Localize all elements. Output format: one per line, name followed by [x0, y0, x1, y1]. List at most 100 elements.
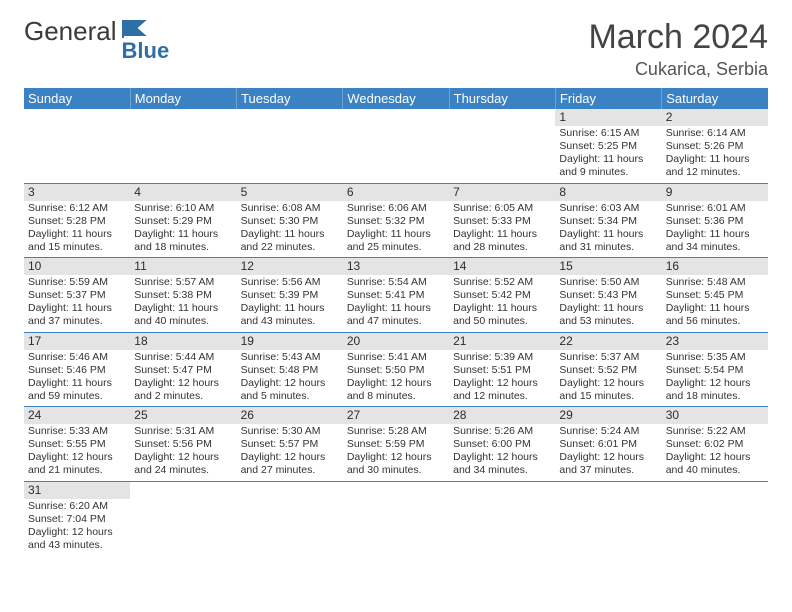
calendar-cell: 3Sunrise: 6:12 AMSunset: 5:28 PMDaylight…: [24, 183, 130, 258]
day-detail: Sunrise: 6:12 AMSunset: 5:28 PMDaylight:…: [24, 201, 130, 255]
calendar-cell: 15Sunrise: 5:50 AMSunset: 5:43 PMDayligh…: [555, 258, 661, 333]
calendar-cell: 24Sunrise: 5:33 AMSunset: 5:55 PMDayligh…: [24, 407, 130, 482]
day-number: 31: [24, 482, 130, 499]
calendar-cell: 4Sunrise: 6:10 AMSunset: 5:29 PMDaylight…: [130, 183, 236, 258]
brand-name-2: Blue: [122, 18, 170, 62]
day-number: 16: [662, 258, 768, 275]
calendar-cell: 9Sunrise: 6:01 AMSunset: 5:36 PMDaylight…: [662, 183, 768, 258]
calendar-cell: 14Sunrise: 5:52 AMSunset: 5:42 PMDayligh…: [449, 258, 555, 333]
day-detail: Sunrise: 5:46 AMSunset: 5:46 PMDaylight:…: [24, 350, 130, 404]
day-detail: Sunrise: 5:35 AMSunset: 5:54 PMDaylight:…: [662, 350, 768, 404]
day-detail: Sunrise: 5:24 AMSunset: 6:01 PMDaylight:…: [555, 424, 661, 478]
calendar-cell: 12Sunrise: 5:56 AMSunset: 5:39 PMDayligh…: [237, 258, 343, 333]
day-detail: Sunrise: 5:31 AMSunset: 5:56 PMDaylight:…: [130, 424, 236, 478]
calendar-cell: 26Sunrise: 5:30 AMSunset: 5:57 PMDayligh…: [237, 407, 343, 482]
calendar-cell: [130, 109, 236, 183]
weekday-header: Monday: [130, 88, 236, 109]
calendar-cell: [555, 481, 661, 555]
day-number: 22: [555, 333, 661, 350]
calendar-cell: 13Sunrise: 5:54 AMSunset: 5:41 PMDayligh…: [343, 258, 449, 333]
day-detail: Sunrise: 5:56 AMSunset: 5:39 PMDaylight:…: [237, 275, 343, 329]
calendar-cell: [130, 481, 236, 555]
day-number: 8: [555, 184, 661, 201]
page-header: General Blue March 2024 Cukarica, Serbia: [24, 18, 768, 80]
weekday-header: Wednesday: [343, 88, 449, 109]
day-detail: Sunrise: 6:20 AMSunset: 7:04 PMDaylight:…: [24, 499, 130, 553]
weekday-header: Tuesday: [237, 88, 343, 109]
brand-name-1: General: [24, 18, 117, 44]
day-detail: Sunrise: 5:43 AMSunset: 5:48 PMDaylight:…: [237, 350, 343, 404]
day-detail: Sunrise: 6:05 AMSunset: 5:33 PMDaylight:…: [449, 201, 555, 255]
day-detail: Sunrise: 5:44 AMSunset: 5:47 PMDaylight:…: [130, 350, 236, 404]
calendar-cell: 28Sunrise: 5:26 AMSunset: 6:00 PMDayligh…: [449, 407, 555, 482]
calendar-cell: 29Sunrise: 5:24 AMSunset: 6:01 PMDayligh…: [555, 407, 661, 482]
calendar-grid: SundayMondayTuesdayWednesdayThursdayFrid…: [24, 88, 768, 555]
day-number: 4: [130, 184, 236, 201]
day-detail: Sunrise: 5:54 AMSunset: 5:41 PMDaylight:…: [343, 275, 449, 329]
calendar-week-row: 10Sunrise: 5:59 AMSunset: 5:37 PMDayligh…: [24, 258, 768, 333]
calendar-cell: 22Sunrise: 5:37 AMSunset: 5:52 PMDayligh…: [555, 332, 661, 407]
brand-logo: General Blue: [24, 18, 169, 62]
calendar-cell: 30Sunrise: 5:22 AMSunset: 6:02 PMDayligh…: [662, 407, 768, 482]
calendar-cell: [449, 109, 555, 183]
calendar-cell: 17Sunrise: 5:46 AMSunset: 5:46 PMDayligh…: [24, 332, 130, 407]
day-number: 2: [662, 109, 768, 126]
calendar-cell: [24, 109, 130, 183]
calendar-cell: 8Sunrise: 6:03 AMSunset: 5:34 PMDaylight…: [555, 183, 661, 258]
day-detail: Sunrise: 6:08 AMSunset: 5:30 PMDaylight:…: [237, 201, 343, 255]
day-number: 30: [662, 407, 768, 424]
calendar-cell: [449, 481, 555, 555]
day-number: 17: [24, 333, 130, 350]
calendar-cell: [662, 481, 768, 555]
weekday-header: Saturday: [662, 88, 768, 109]
weekday-header: Thursday: [449, 88, 555, 109]
day-number: 18: [130, 333, 236, 350]
day-detail: Sunrise: 5:39 AMSunset: 5:51 PMDaylight:…: [449, 350, 555, 404]
day-number: 11: [130, 258, 236, 275]
day-detail: Sunrise: 6:14 AMSunset: 5:26 PMDaylight:…: [662, 126, 768, 180]
calendar-cell: 21Sunrise: 5:39 AMSunset: 5:51 PMDayligh…: [449, 332, 555, 407]
day-number: 19: [237, 333, 343, 350]
location: Cukarica, Serbia: [588, 59, 768, 80]
page-title: March 2024: [588, 18, 768, 57]
calendar-cell: 20Sunrise: 5:41 AMSunset: 5:50 PMDayligh…: [343, 332, 449, 407]
day-detail: Sunrise: 5:26 AMSunset: 6:00 PMDaylight:…: [449, 424, 555, 478]
calendar-week-row: 17Sunrise: 5:46 AMSunset: 5:46 PMDayligh…: [24, 332, 768, 407]
day-number: 27: [343, 407, 449, 424]
day-number: 20: [343, 333, 449, 350]
calendar-cell: [343, 109, 449, 183]
day-detail: Sunrise: 5:50 AMSunset: 5:43 PMDaylight:…: [555, 275, 661, 329]
calendar-cell: 27Sunrise: 5:28 AMSunset: 5:59 PMDayligh…: [343, 407, 449, 482]
calendar-week-row: 3Sunrise: 6:12 AMSunset: 5:28 PMDaylight…: [24, 183, 768, 258]
day-number: 21: [449, 333, 555, 350]
calendar-cell: 31Sunrise: 6:20 AMSunset: 7:04 PMDayligh…: [24, 481, 130, 555]
calendar-week-row: 31Sunrise: 6:20 AMSunset: 7:04 PMDayligh…: [24, 481, 768, 555]
calendar-cell: 10Sunrise: 5:59 AMSunset: 5:37 PMDayligh…: [24, 258, 130, 333]
day-detail: Sunrise: 5:28 AMSunset: 5:59 PMDaylight:…: [343, 424, 449, 478]
day-detail: Sunrise: 5:57 AMSunset: 5:38 PMDaylight:…: [130, 275, 236, 329]
day-number: 7: [449, 184, 555, 201]
day-detail: Sunrise: 5:41 AMSunset: 5:50 PMDaylight:…: [343, 350, 449, 404]
day-number: 13: [343, 258, 449, 275]
day-detail: Sunrise: 6:03 AMSunset: 5:34 PMDaylight:…: [555, 201, 661, 255]
day-detail: Sunrise: 5:33 AMSunset: 5:55 PMDaylight:…: [24, 424, 130, 478]
day-detail: Sunrise: 6:01 AMSunset: 5:36 PMDaylight:…: [662, 201, 768, 255]
day-detail: Sunrise: 5:48 AMSunset: 5:45 PMDaylight:…: [662, 275, 768, 329]
day-detail: Sunrise: 5:59 AMSunset: 5:37 PMDaylight:…: [24, 275, 130, 329]
day-number: 12: [237, 258, 343, 275]
calendar-cell: 5Sunrise: 6:08 AMSunset: 5:30 PMDaylight…: [237, 183, 343, 258]
day-number: 10: [24, 258, 130, 275]
day-number: 26: [237, 407, 343, 424]
calendar-cell: 19Sunrise: 5:43 AMSunset: 5:48 PMDayligh…: [237, 332, 343, 407]
calendar-cell: 16Sunrise: 5:48 AMSunset: 5:45 PMDayligh…: [662, 258, 768, 333]
day-detail: Sunrise: 6:15 AMSunset: 5:25 PMDaylight:…: [555, 126, 661, 180]
day-number: 14: [449, 258, 555, 275]
calendar-week-row: 24Sunrise: 5:33 AMSunset: 5:55 PMDayligh…: [24, 407, 768, 482]
day-detail: Sunrise: 5:30 AMSunset: 5:57 PMDaylight:…: [237, 424, 343, 478]
day-number: 9: [662, 184, 768, 201]
calendar-cell: 18Sunrise: 5:44 AMSunset: 5:47 PMDayligh…: [130, 332, 236, 407]
calendar-cell: 23Sunrise: 5:35 AMSunset: 5:54 PMDayligh…: [662, 332, 768, 407]
weekday-header: Friday: [555, 88, 661, 109]
day-number: 6: [343, 184, 449, 201]
day-number: 29: [555, 407, 661, 424]
